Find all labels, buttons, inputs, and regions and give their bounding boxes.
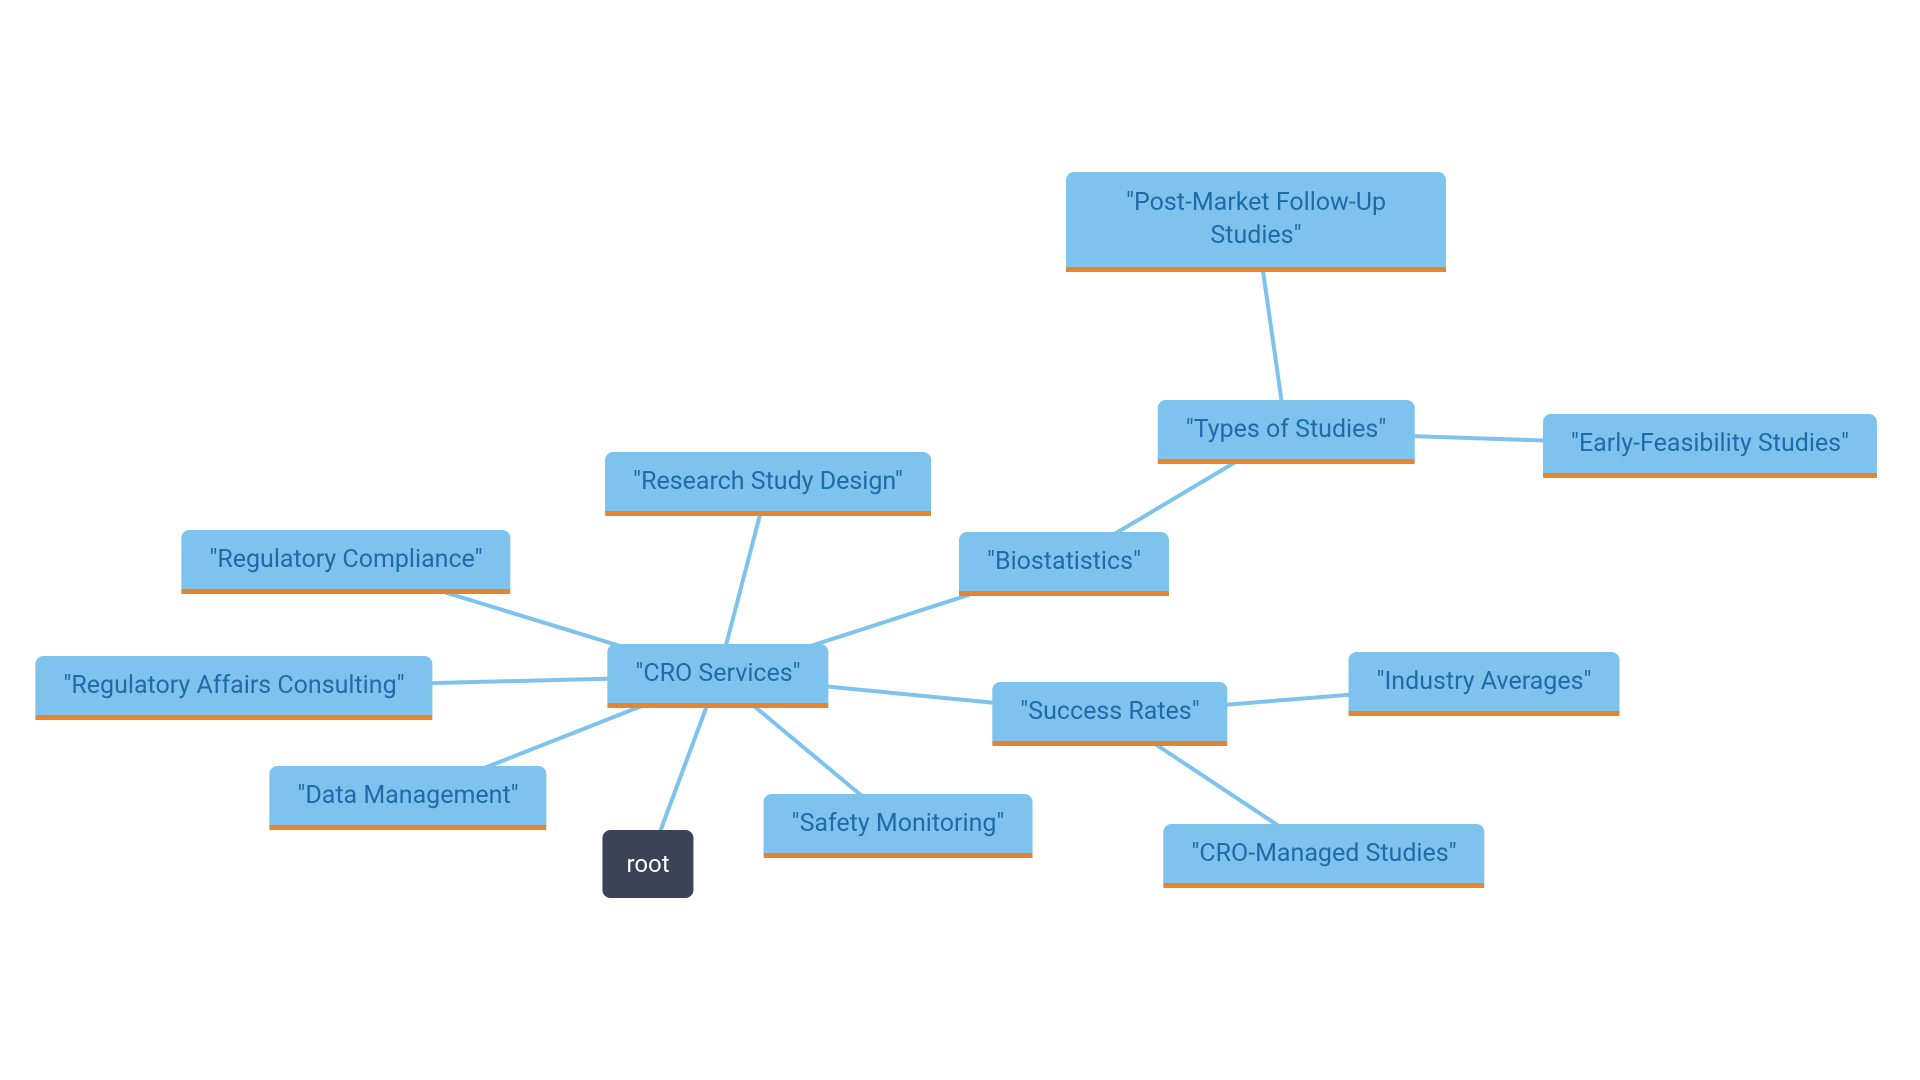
node-biostats[interactable]: "Biostatistics" — [959, 532, 1169, 596]
node-cromanaged[interactable]: "CRO-Managed Studies" — [1163, 824, 1484, 888]
node-regaffairs[interactable]: "Regulatory Affairs Consulting" — [35, 656, 432, 720]
node-datamgmt[interactable]: "Data Management" — [269, 766, 546, 830]
node-cro[interactable]: "CRO Services" — [607, 644, 828, 708]
node-research[interactable]: "Research Study Design" — [605, 452, 931, 516]
node-safety[interactable]: "Safety Monitoring" — [764, 794, 1033, 858]
node-label: "Success Rates" — [1020, 697, 1199, 726]
node-label: "Types of Studies" — [1186, 415, 1387, 444]
node-label: "CRO-Managed Studies" — [1191, 839, 1456, 868]
node-label: "Safety Monitoring" — [792, 809, 1005, 838]
node-label: "Regulatory Affairs Consulting" — [63, 671, 404, 700]
node-label: "Early-Feasibility Studies" — [1571, 429, 1849, 458]
node-label: "Industry Averages" — [1377, 667, 1592, 696]
node-label: "Regulatory Compliance" — [209, 545, 482, 574]
node-label: "Post-Market Follow-Up Studies" — [1126, 188, 1386, 250]
node-label: "CRO Services" — [635, 659, 800, 688]
node-postmarket[interactable]: "Post-Market Follow-Up Studies" — [1066, 172, 1446, 272]
node-earlyfeas[interactable]: "Early-Feasibility Studies" — [1543, 414, 1877, 478]
mindmap-diagram: root "CRO Services" "Regulatory Compliance… — [0, 0, 1920, 1080]
node-industry[interactable]: "Industry Averages" — [1349, 652, 1620, 716]
node-types[interactable]: "Types of Studies" — [1158, 400, 1415, 464]
node-label: "Research Study Design" — [633, 467, 903, 496]
node-regcomp[interactable]: "Regulatory Compliance" — [181, 530, 510, 594]
node-root[interactable]: root — [602, 830, 693, 898]
node-success[interactable]: "Success Rates" — [992, 682, 1227, 746]
node-label: "Data Management" — [297, 781, 518, 810]
node-label: root — [626, 850, 669, 878]
node-label: "Biostatistics" — [987, 547, 1141, 576]
